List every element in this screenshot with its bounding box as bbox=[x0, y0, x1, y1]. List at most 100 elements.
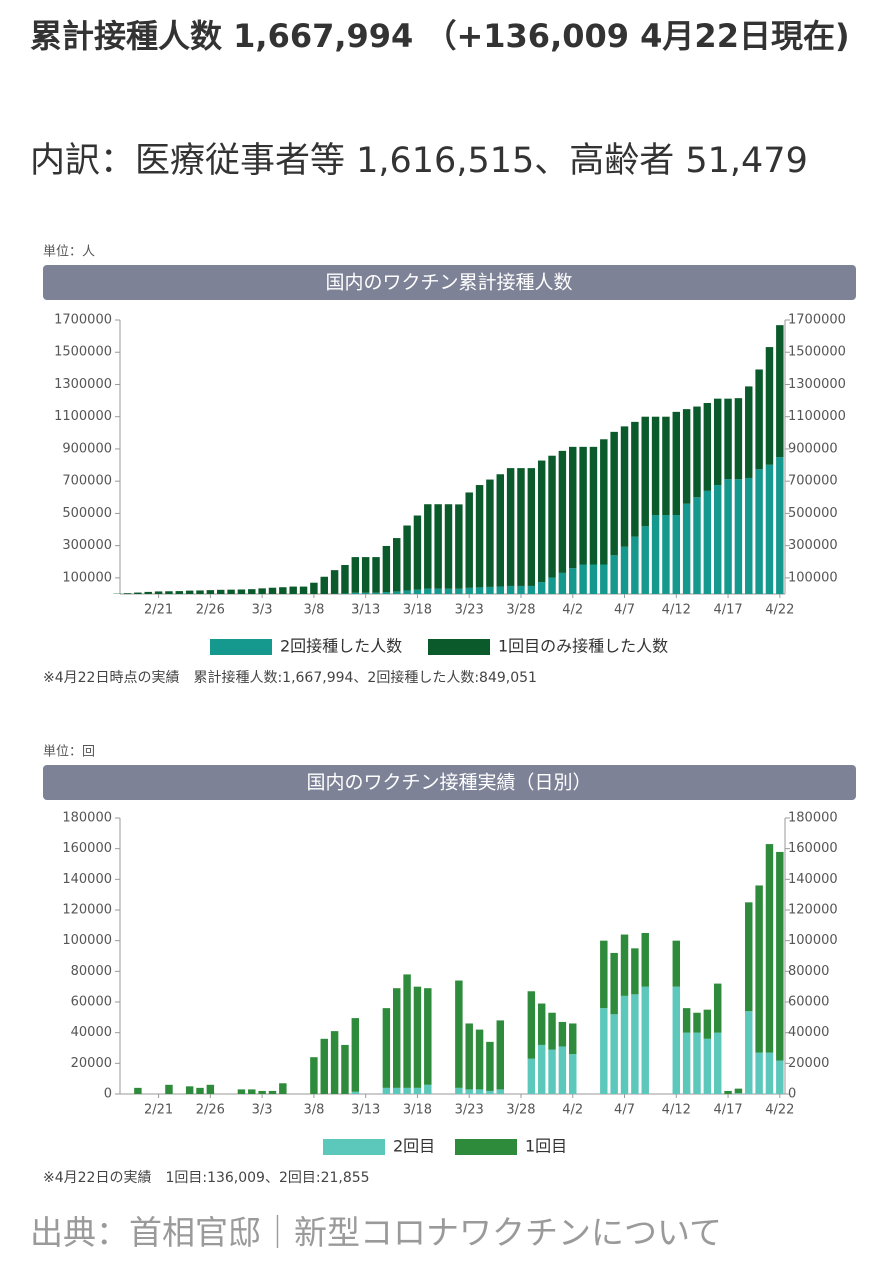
bar bbox=[682, 1032, 691, 1094]
bar bbox=[724, 1090, 732, 1094]
x-tick-label: 3/8 bbox=[303, 1103, 324, 1118]
bar bbox=[382, 592, 391, 594]
bar bbox=[537, 582, 546, 594]
bar bbox=[289, 586, 297, 594]
bar bbox=[734, 1093, 743, 1094]
bar bbox=[424, 1084, 432, 1094]
bar bbox=[465, 1023, 473, 1090]
bar bbox=[631, 421, 639, 537]
x-tick-label: 3/28 bbox=[506, 1103, 535, 1118]
bar bbox=[237, 589, 246, 594]
title-bar bbox=[43, 765, 856, 800]
y2-tick-label: 500000 bbox=[788, 506, 838, 521]
bar bbox=[424, 988, 432, 1085]
bar bbox=[506, 468, 515, 586]
bar bbox=[703, 1009, 712, 1039]
y-tick-label: 900000 bbox=[62, 441, 112, 456]
bar bbox=[413, 515, 422, 590]
x-tick-label: 2/21 bbox=[144, 1103, 173, 1118]
title-bar bbox=[43, 265, 856, 300]
bar bbox=[745, 477, 753, 594]
bar bbox=[527, 468, 536, 586]
y-tick-label: 20000 bbox=[71, 1056, 112, 1071]
chart-note: ※4月22日の実績 1回目:136,009、2回目:21,855 bbox=[43, 1170, 370, 1186]
bar bbox=[258, 1090, 266, 1094]
bar bbox=[765, 347, 774, 465]
bar bbox=[393, 988, 401, 1088]
bar bbox=[765, 464, 774, 594]
bar bbox=[579, 446, 587, 565]
bar bbox=[486, 1041, 494, 1091]
bar bbox=[393, 1087, 401, 1094]
bar bbox=[372, 557, 380, 593]
bar bbox=[403, 590, 411, 594]
bar bbox=[734, 1088, 743, 1094]
bar bbox=[569, 446, 577, 569]
bar bbox=[682, 1008, 691, 1033]
bar bbox=[165, 591, 173, 594]
x-tick-label: 3/3 bbox=[252, 603, 273, 618]
y2-tick-label: 140000 bbox=[788, 872, 838, 887]
bar bbox=[382, 545, 391, 593]
x-tick-label: 3/3 bbox=[252, 1103, 273, 1118]
y2-tick-label: 1300000 bbox=[788, 377, 846, 392]
bar bbox=[465, 492, 473, 588]
x-tick-label: 3/13 bbox=[351, 603, 380, 618]
bar bbox=[537, 1044, 546, 1094]
y-tick-label: 60000 bbox=[71, 995, 112, 1010]
x-tick-label: 2/26 bbox=[196, 603, 225, 618]
bar bbox=[403, 974, 411, 1088]
bar bbox=[558, 1046, 567, 1094]
unit-label: 単位：人 bbox=[43, 244, 95, 260]
bar bbox=[765, 844, 774, 1053]
bar bbox=[248, 589, 256, 594]
bar bbox=[713, 485, 722, 594]
x-tick-label: 3/8 bbox=[303, 603, 324, 618]
bar bbox=[641, 986, 649, 1094]
bar bbox=[444, 504, 453, 589]
x-tick-label: 3/28 bbox=[506, 603, 535, 618]
x-tick-label: 4/17 bbox=[713, 603, 742, 618]
bar bbox=[486, 586, 494, 594]
bar bbox=[537, 460, 546, 583]
bar bbox=[693, 1012, 701, 1033]
x-tick-label: 4/7 bbox=[614, 603, 635, 618]
bar bbox=[320, 1038, 328, 1094]
bar bbox=[351, 557, 360, 593]
y-tick-label: 100000 bbox=[62, 933, 112, 948]
bar bbox=[765, 1052, 774, 1094]
bar bbox=[713, 1032, 722, 1094]
bar bbox=[393, 538, 401, 592]
x-tick-label: 3/13 bbox=[351, 1103, 380, 1118]
bar bbox=[455, 980, 463, 1088]
bar bbox=[486, 1090, 494, 1094]
bar bbox=[413, 1087, 422, 1094]
bar bbox=[517, 585, 525, 594]
legend-label: 2回接種した人数 bbox=[280, 637, 402, 656]
bar bbox=[372, 592, 380, 594]
bar bbox=[610, 555, 618, 594]
y2-tick-label: 100000 bbox=[788, 570, 838, 585]
bar bbox=[703, 1038, 712, 1094]
bar bbox=[465, 1089, 473, 1094]
bar bbox=[403, 525, 411, 591]
y2-tick-label: 20000 bbox=[788, 1056, 829, 1071]
bar bbox=[569, 1054, 577, 1094]
legend-swatch bbox=[428, 639, 490, 655]
bar bbox=[299, 586, 308, 594]
bar bbox=[693, 497, 701, 594]
bar bbox=[651, 515, 660, 594]
bar bbox=[745, 386, 753, 478]
bar bbox=[341, 564, 349, 594]
bar bbox=[662, 515, 670, 594]
bar bbox=[206, 1084, 215, 1094]
bar bbox=[527, 991, 536, 1059]
y2-tick-label: 60000 bbox=[788, 995, 829, 1010]
bar bbox=[444, 588, 453, 594]
bar bbox=[413, 986, 422, 1088]
x-tick-label: 3/18 bbox=[403, 603, 432, 618]
legend-label: 1回目 bbox=[525, 1137, 567, 1156]
bar bbox=[745, 1011, 753, 1094]
